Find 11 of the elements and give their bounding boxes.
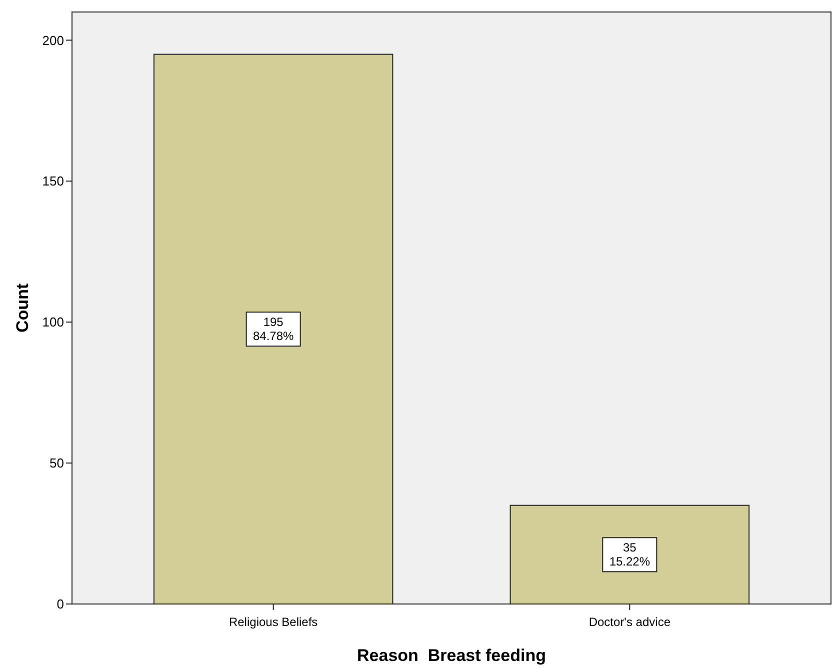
- y-axis-title: Count: [13, 283, 32, 333]
- y-tick-label: 150: [42, 174, 64, 189]
- y-tick-label: 50: [50, 456, 64, 471]
- data-label: 195 84.78%: [252, 315, 294, 344]
- y-tick-label: 100: [42, 314, 64, 330]
- data-label: 35 15.22%: [609, 540, 650, 569]
- y-tick-label: 0: [56, 596, 64, 612]
- x-tick-label: Doctor's advice: [588, 615, 671, 629]
- x-tick-label: Religious Beliefs: [228, 615, 318, 629]
- x-axis-title: Reason Breast feeding: [357, 646, 546, 665]
- y-tick-label: 200: [42, 32, 64, 48]
